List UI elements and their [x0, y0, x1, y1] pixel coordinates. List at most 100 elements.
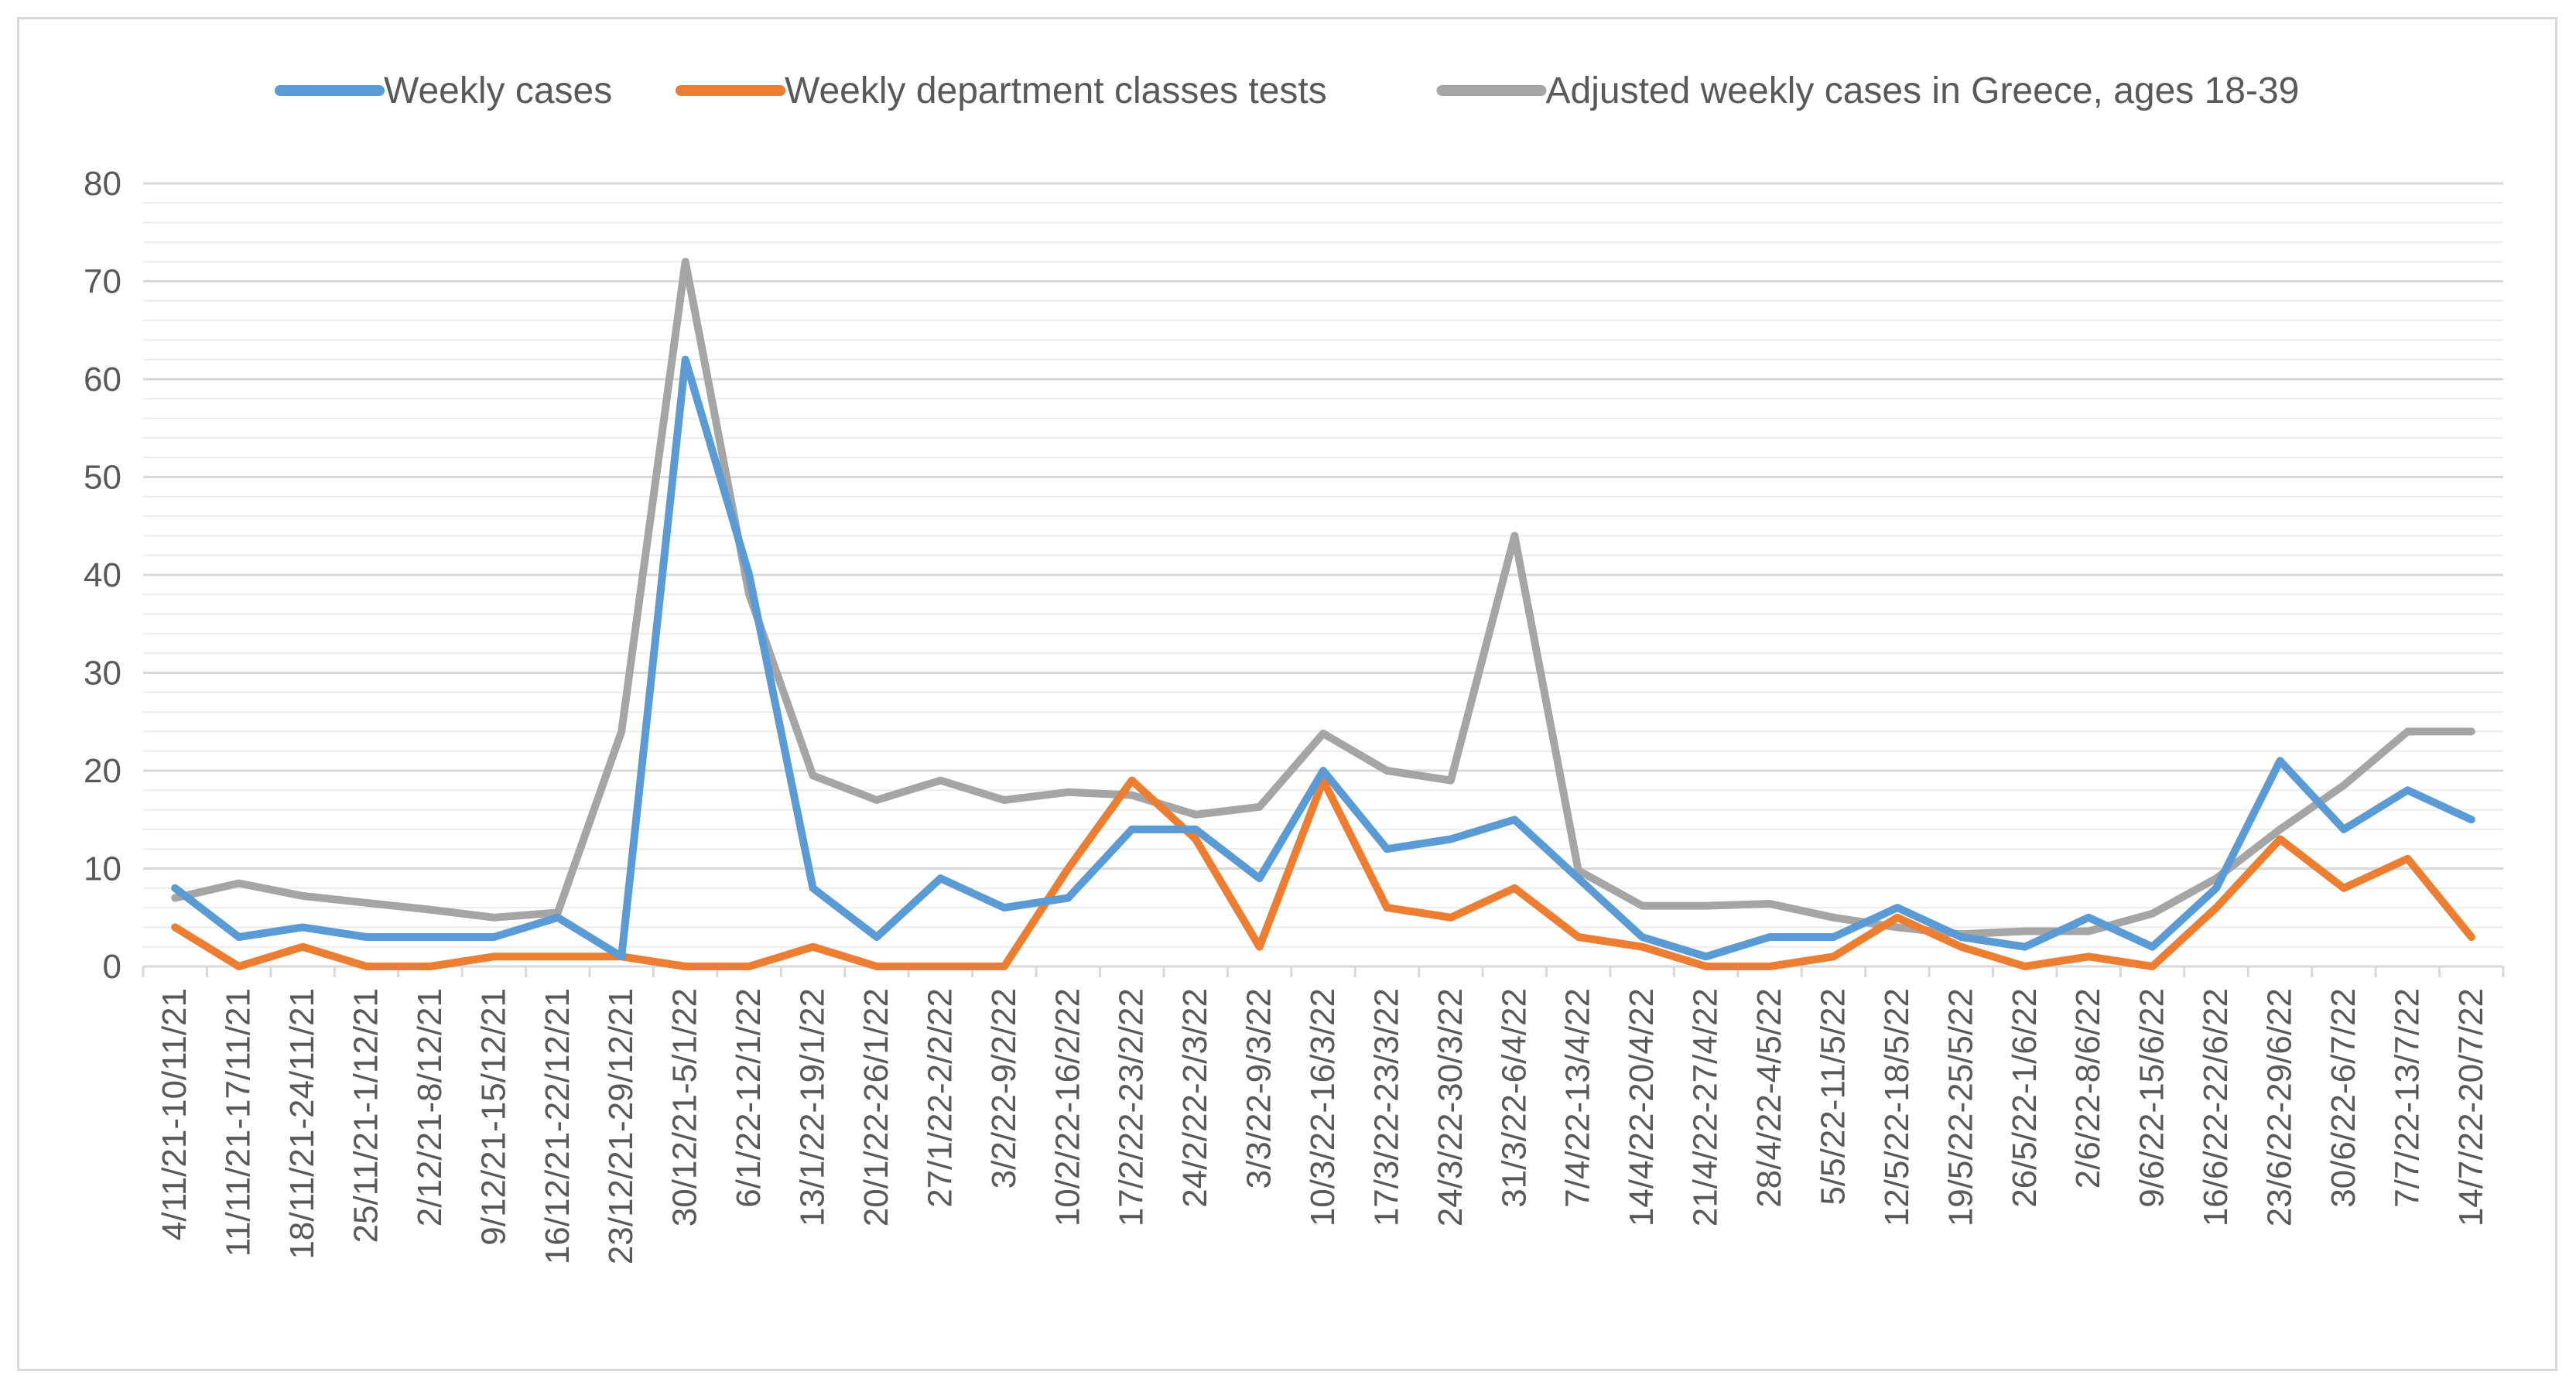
x-tick-label: 7/7/22-13/7/22 — [2388, 988, 2426, 1208]
data-point — [812, 946, 814, 948]
data-point — [2279, 760, 2280, 761]
legend-label: Adjusted weekly cases in Greece, ages 18… — [1546, 70, 2300, 111]
y-tick-label: 70 — [84, 263, 121, 301]
data-point — [1322, 770, 1324, 771]
series-line — [171, 258, 2475, 939]
data-point — [174, 926, 176, 928]
data-point — [1578, 870, 1579, 871]
data-point — [812, 775, 814, 776]
data-point — [557, 956, 559, 957]
data-point — [1067, 792, 1069, 793]
x-tick-label: 17/2/22-23/2/22 — [1113, 988, 1151, 1226]
data-point — [2152, 946, 2154, 948]
data-point — [2279, 839, 2280, 840]
data-point — [2024, 966, 2026, 967]
data-point — [2407, 730, 2408, 732]
data-point — [557, 917, 559, 918]
data-point — [1004, 799, 1005, 801]
data-point — [2471, 730, 2472, 732]
x-tick-label: 10/3/22-16/3/22 — [1304, 988, 1342, 1226]
data-point — [493, 956, 494, 957]
x-tick-label: 27/1/22-2/2/22 — [921, 988, 959, 1208]
data-point — [302, 946, 303, 948]
y-tick-label: 30 — [84, 655, 121, 693]
data-point — [2215, 907, 2217, 908]
data-point — [1641, 946, 1643, 948]
data-point — [1514, 535, 1515, 536]
data-point — [1897, 926, 1898, 928]
x-tick-label: 13/1/22-19/1/22 — [794, 988, 832, 1226]
x-tick-label: 19/5/22-25/5/22 — [1941, 988, 1979, 1226]
data-point — [1195, 839, 1196, 840]
data-point — [812, 888, 814, 889]
x-tick-label: 5/5/22-11/5/22 — [1814, 988, 1852, 1206]
y-tick-label: 20 — [84, 752, 121, 790]
data-point — [1004, 966, 1005, 967]
data-point — [1067, 868, 1069, 870]
data-point — [1386, 848, 1387, 850]
x-tick-label: 3/2/22-9/2/22 — [985, 988, 1023, 1189]
chart-frame: Weekly cases Weekly department classes te… — [17, 17, 2557, 1371]
x-tick-label: 21/4/22-27/4/22 — [1687, 988, 1725, 1226]
data-point — [1578, 936, 1579, 938]
series-line — [171, 355, 2475, 961]
data-point — [366, 902, 368, 904]
data-point — [2343, 785, 2345, 786]
data-point — [1131, 829, 1133, 830]
data-point — [2215, 888, 2217, 889]
x-tick-label: 31/3/22-6/4/22 — [1495, 988, 1533, 1208]
x-tick-label: 26/5/22-1/6/22 — [2006, 988, 2044, 1208]
data-point — [685, 966, 686, 967]
legend-item: Weekly department classes tests — [676, 70, 1327, 111]
data-point — [1259, 806, 1261, 808]
data-point — [1641, 905, 1643, 907]
data-point — [493, 936, 494, 938]
data-point — [876, 799, 877, 801]
x-tick-label: 23/6/22-29/6/22 — [2260, 988, 2298, 1226]
data-point — [238, 882, 240, 884]
data-point — [1641, 936, 1643, 938]
data-point — [557, 911, 559, 913]
data-point — [685, 261, 686, 262]
x-tick-label: 28/4/22-4/5/22 — [1750, 988, 1788, 1208]
data-point — [748, 574, 750, 576]
data-point — [1386, 907, 1387, 908]
x-tick-label: 9/6/22-15/6/22 — [2133, 988, 2171, 1208]
data-point — [1322, 780, 1324, 782]
x-tick-label: 7/4/22-13/4/22 — [1559, 988, 1597, 1208]
y-tick-label: 80 — [84, 165, 121, 203]
series-0 — [171, 355, 2475, 961]
data-point — [429, 966, 431, 967]
x-tick-label: 4/11/21-10/11/21 — [156, 988, 193, 1240]
data-point — [2279, 829, 2280, 830]
data-point — [1897, 907, 1898, 908]
data-point — [238, 936, 240, 938]
x-tick-label: 3/3/22-9/3/22 — [1240, 988, 1278, 1189]
x-tick-label: 9/12/21-15/12/21 — [474, 988, 512, 1246]
data-point — [1067, 897, 1069, 898]
x-tick-label: 16/6/22-22/6/22 — [2197, 988, 2235, 1226]
data-point — [2088, 956, 2089, 957]
data-point — [493, 917, 494, 918]
data-point — [2024, 930, 2026, 932]
data-point — [1705, 966, 1707, 967]
data-point — [748, 966, 750, 967]
x-tick-label: 14/7/22-20/7/22 — [2452, 988, 2490, 1226]
data-point — [1195, 814, 1196, 816]
data-point — [1832, 936, 1834, 938]
data-point — [302, 926, 303, 928]
data-point — [2024, 946, 2026, 948]
data-point — [174, 897, 176, 898]
data-point — [1897, 917, 1898, 918]
data-point — [939, 966, 941, 967]
gridlines — [143, 182, 2503, 968]
data-point — [621, 730, 622, 732]
data-point — [1259, 946, 1261, 948]
data-point — [2471, 819, 2472, 820]
series-2 — [171, 258, 2475, 939]
data-point — [2088, 930, 2089, 932]
data-point — [1705, 905, 1707, 907]
data-point — [429, 936, 431, 938]
data-point — [2407, 789, 2408, 791]
x-axis: 4/11/21-10/11/21 11/11/21-17/11/21 18/11/2… — [142, 966, 2505, 1264]
